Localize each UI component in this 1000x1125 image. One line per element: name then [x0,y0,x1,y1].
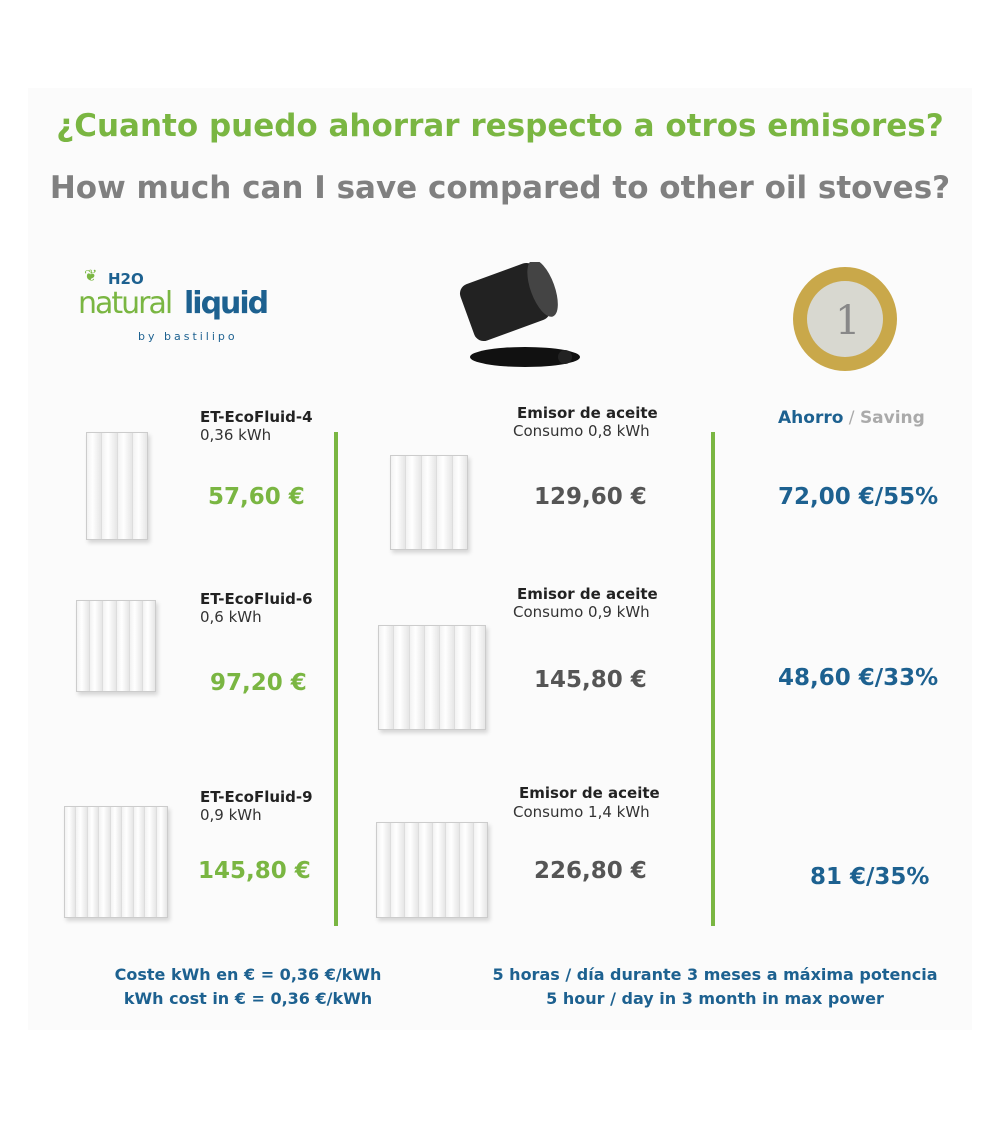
model-kwh: 0,9 kWh [200,806,262,824]
infographic-card [28,88,972,1030]
saving-value: 48,60 €/33% [778,665,939,691]
oil-emitter-kwh: Consumo 0,9 kWh [513,603,650,621]
footer-cost-es: Coste kWh en € = 0,36 €/kWh [114,965,382,984]
euro-coin-icon: 1 [793,267,897,371]
oil-price: 226,80 € [534,858,647,884]
saving-header: Ahorro / Saving [778,408,925,428]
footer-usage-en: 5 hour / day in 3 month in max power [546,989,884,1008]
model-name: ET-EcoFluid-6 [200,590,313,608]
footer-usage-es: 5 horas / día durante 3 meses a máxima p… [492,965,938,984]
model-price: 97,20 € [210,670,307,696]
title-es: ¿Cuanto puedo ahorrar respecto a otros e… [56,108,944,144]
model-kwh: 0,36 kWh [200,426,272,444]
oil-radiator-image [376,822,488,918]
model-name: ET-EcoFluid-4 [200,408,313,426]
oil-radiator-image [378,625,486,730]
model-price: 145,80 € [198,858,311,884]
leaf-icon: ❦ [84,266,98,285]
ecofluid-9-radiator-image [64,806,168,918]
model-name: ET-EcoFluid-9 [200,788,313,806]
saving-value: 72,00 €/55% [778,484,939,510]
saving-value: 81 €/35% [810,864,930,890]
title-en: How much can I save compared to other oi… [49,170,951,206]
oil-emitter-kwh: Consumo 1,4 kWh [513,803,650,821]
oil-emitter-name: Emisor de aceite [517,585,658,603]
oil-emitter-name: Emisor de aceite [519,784,660,802]
oil-radiator-image [390,455,468,550]
oil-emitter-kwh: Consumo 0,8 kWh [513,422,650,440]
footer-cost-en: kWh cost in € = 0,36 €/kWh [123,989,373,1008]
oil-price: 129,60 € [534,484,647,510]
divider-right [711,432,715,926]
oil-emitter-name: Emisor de aceite [517,404,658,422]
natural-liquid-logo: H2O ❦ natural liquid by bastilipo [78,266,269,343]
divider-left [334,432,338,926]
svg-text:1: 1 [835,298,860,344]
model-price: 57,60 € [208,484,305,510]
ecofluid-6-radiator-image [76,600,156,692]
ecofluid-4-radiator-image [86,432,148,540]
oil-barrel-icon [459,262,580,367]
model-kwh: 0,6 kWh [200,608,262,626]
oil-price: 145,80 € [534,667,647,693]
